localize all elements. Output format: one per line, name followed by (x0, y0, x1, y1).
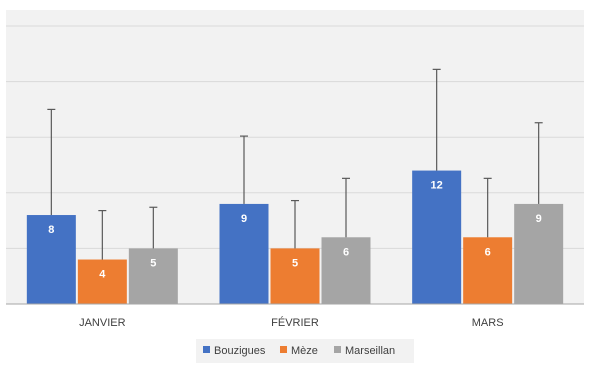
data-label: 4 (99, 269, 106, 281)
data-label: 12 (431, 180, 443, 192)
legend-label: Marseillan (345, 345, 395, 357)
data-label: 5 (292, 257, 298, 269)
bar (412, 170, 462, 304)
legend: Bouzigues Mèze Marseillan (203, 345, 395, 357)
bar (128, 248, 178, 304)
bar (270, 248, 320, 304)
legend-label: Mèze (291, 345, 318, 357)
legend-swatch (334, 346, 341, 353)
bar (463, 237, 513, 304)
bar (219, 203, 269, 304)
data-label: 9 (241, 213, 247, 225)
x-tick-label: JANVIER (79, 317, 126, 329)
legend-background (196, 339, 414, 363)
data-label: 8 (48, 224, 54, 236)
bars (26, 170, 564, 304)
data-label: 5 (150, 257, 156, 269)
data-label: 6 (343, 246, 349, 258)
x-tick-labels: JANVIER FÉVRIER MARS (79, 316, 503, 329)
x-tick-label: MARS (472, 317, 504, 329)
bar (26, 215, 76, 304)
bar (514, 203, 564, 304)
data-label: 9 (536, 213, 542, 225)
data-labels: 8 4 5 9 5 6 12 6 9 (48, 180, 541, 281)
legend-swatch (280, 346, 287, 353)
bar (77, 259, 127, 304)
data-label: 6 (485, 246, 491, 258)
error-bars (47, 68, 543, 260)
legend-label: Bouzigues (214, 345, 266, 357)
x-tick-label: FÉVRIER (271, 316, 319, 329)
bar (321, 237, 371, 304)
legend-swatch (203, 346, 210, 353)
